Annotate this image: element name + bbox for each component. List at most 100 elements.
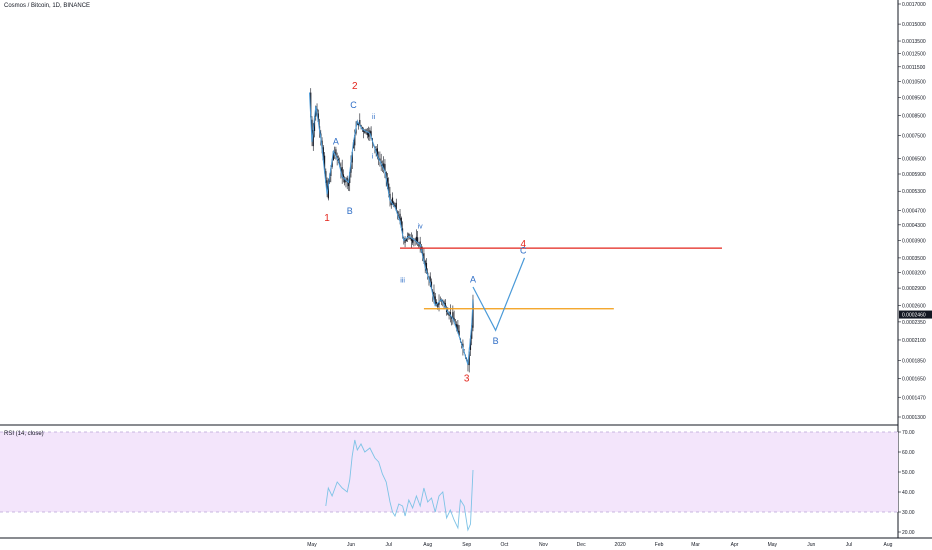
candle-body <box>399 213 401 222</box>
candle-body <box>361 127 363 130</box>
candle-body <box>450 316 453 319</box>
candle-body <box>395 202 397 211</box>
candle-body <box>383 163 385 169</box>
candle-body <box>388 183 390 194</box>
time-tick-label: Mar <box>691 542 700 548</box>
price-tick-label: 0.0003500 <box>902 256 926 262</box>
time-tick-label: Apr <box>731 542 739 548</box>
price-tick-label: 0.0006500 <box>902 156 926 162</box>
wave-label-B: B <box>347 206 353 216</box>
wave-label-iii: iii <box>400 278 405 285</box>
candle-body <box>385 171 387 179</box>
price-tick-label: 0.0001300 <box>902 415 926 421</box>
wave-label-i: i <box>372 153 374 160</box>
candle-body <box>415 236 417 242</box>
candle-body <box>341 167 343 177</box>
price-tick-label: 0.0008500 <box>902 113 926 119</box>
candle-body <box>325 171 327 183</box>
candle-body <box>342 174 345 178</box>
time-tick-label: Aug <box>423 542 432 548</box>
price-tick-label: 0.0015000 <box>902 22 926 28</box>
wave-label-C: C <box>520 245 527 255</box>
price-tick-label: 0.0001650 <box>902 377 926 383</box>
candle-body <box>362 129 365 132</box>
candle-body <box>438 302 440 305</box>
candle-body <box>354 135 356 146</box>
candle-body <box>410 238 412 241</box>
price-tick-label: 0.0017000 <box>902 2 926 8</box>
time-tick-label: May <box>768 542 778 548</box>
candle-body <box>424 260 426 268</box>
candle-body <box>376 148 378 156</box>
candle-body <box>370 131 372 138</box>
candle-body <box>313 118 316 131</box>
candle-body <box>453 317 455 323</box>
rsi-tick-label: 20.00 <box>902 530 915 536</box>
candle-body <box>389 193 391 201</box>
time-tick-label: Jun <box>807 542 815 548</box>
time-tick-label: Aug <box>884 542 893 548</box>
candle-body <box>312 130 314 147</box>
rsi-band-fill <box>0 432 898 512</box>
candle-body <box>447 311 449 315</box>
time-tick-label: Feb <box>655 542 664 548</box>
candle-body <box>344 179 346 183</box>
candle-body <box>391 197 394 204</box>
rsi-tick-label: 30.00 <box>902 510 915 516</box>
candle-body <box>400 217 402 228</box>
candle-body <box>444 302 446 308</box>
wave-label-iv: iv <box>418 224 424 231</box>
wave-label-4: 4 <box>521 239 527 250</box>
candle-body <box>423 253 425 262</box>
candle-body <box>326 180 328 195</box>
price-tick-label: 0.0007500 <box>902 133 926 139</box>
rsi-line <box>325 439 474 532</box>
time-tick-label: Jul <box>386 542 392 548</box>
price-tick-label: 0.0002100 <box>902 338 926 344</box>
candle-body <box>449 311 451 316</box>
candle-body <box>458 330 460 337</box>
candle-body <box>437 303 439 307</box>
last-price-badge <box>899 310 932 319</box>
candle-body <box>394 205 396 208</box>
candle-body <box>456 324 458 329</box>
candle-body <box>433 291 435 300</box>
last-price-label: 0.0002460 <box>902 313 926 319</box>
wave-trace-line <box>309 92 474 365</box>
rsi-tick-label: 40.00 <box>902 490 915 496</box>
candle-body <box>462 343 464 348</box>
candle-body <box>457 324 459 333</box>
candle-body <box>323 155 326 172</box>
candle-body <box>369 130 371 134</box>
chart-title: Cosmos / Bitcoin, 1D, BINANCE <box>4 3 91 9</box>
time-tick-label: Jun <box>347 542 355 548</box>
time-tick-label: Oct <box>501 542 509 548</box>
price-tick-label: 0.0003200 <box>902 270 926 276</box>
price-tick-label: 0.0002350 <box>902 320 926 326</box>
time-tick-label: Sep <box>462 542 471 548</box>
candle-body <box>350 162 352 173</box>
rsi-indicator-label: RSI (14, close) <box>4 431 44 437</box>
candle-body <box>435 301 438 305</box>
candle-body <box>384 164 386 172</box>
candle-body <box>429 276 431 283</box>
candle-body <box>332 151 334 161</box>
time-tick-label: Dec <box>577 542 586 548</box>
projection-path <box>472 257 526 332</box>
time-tick-label: Nov <box>539 542 548 548</box>
candle-body <box>417 237 419 243</box>
candle-body <box>412 238 414 243</box>
candle-body <box>322 147 324 161</box>
candle-body <box>468 351 470 366</box>
candle-body <box>360 125 362 128</box>
candle-body <box>445 309 448 312</box>
candle-body <box>345 180 347 182</box>
time-tick-label: 2020 <box>615 542 626 548</box>
candle-body <box>366 131 368 136</box>
price-tick-label: 0.0002600 <box>902 304 926 310</box>
candle-body <box>443 301 445 305</box>
candle-body <box>327 185 329 199</box>
wave-label-3: 3 <box>464 374 470 385</box>
rsi-tick-label: 50.00 <box>902 470 915 476</box>
candle-body <box>349 172 351 183</box>
